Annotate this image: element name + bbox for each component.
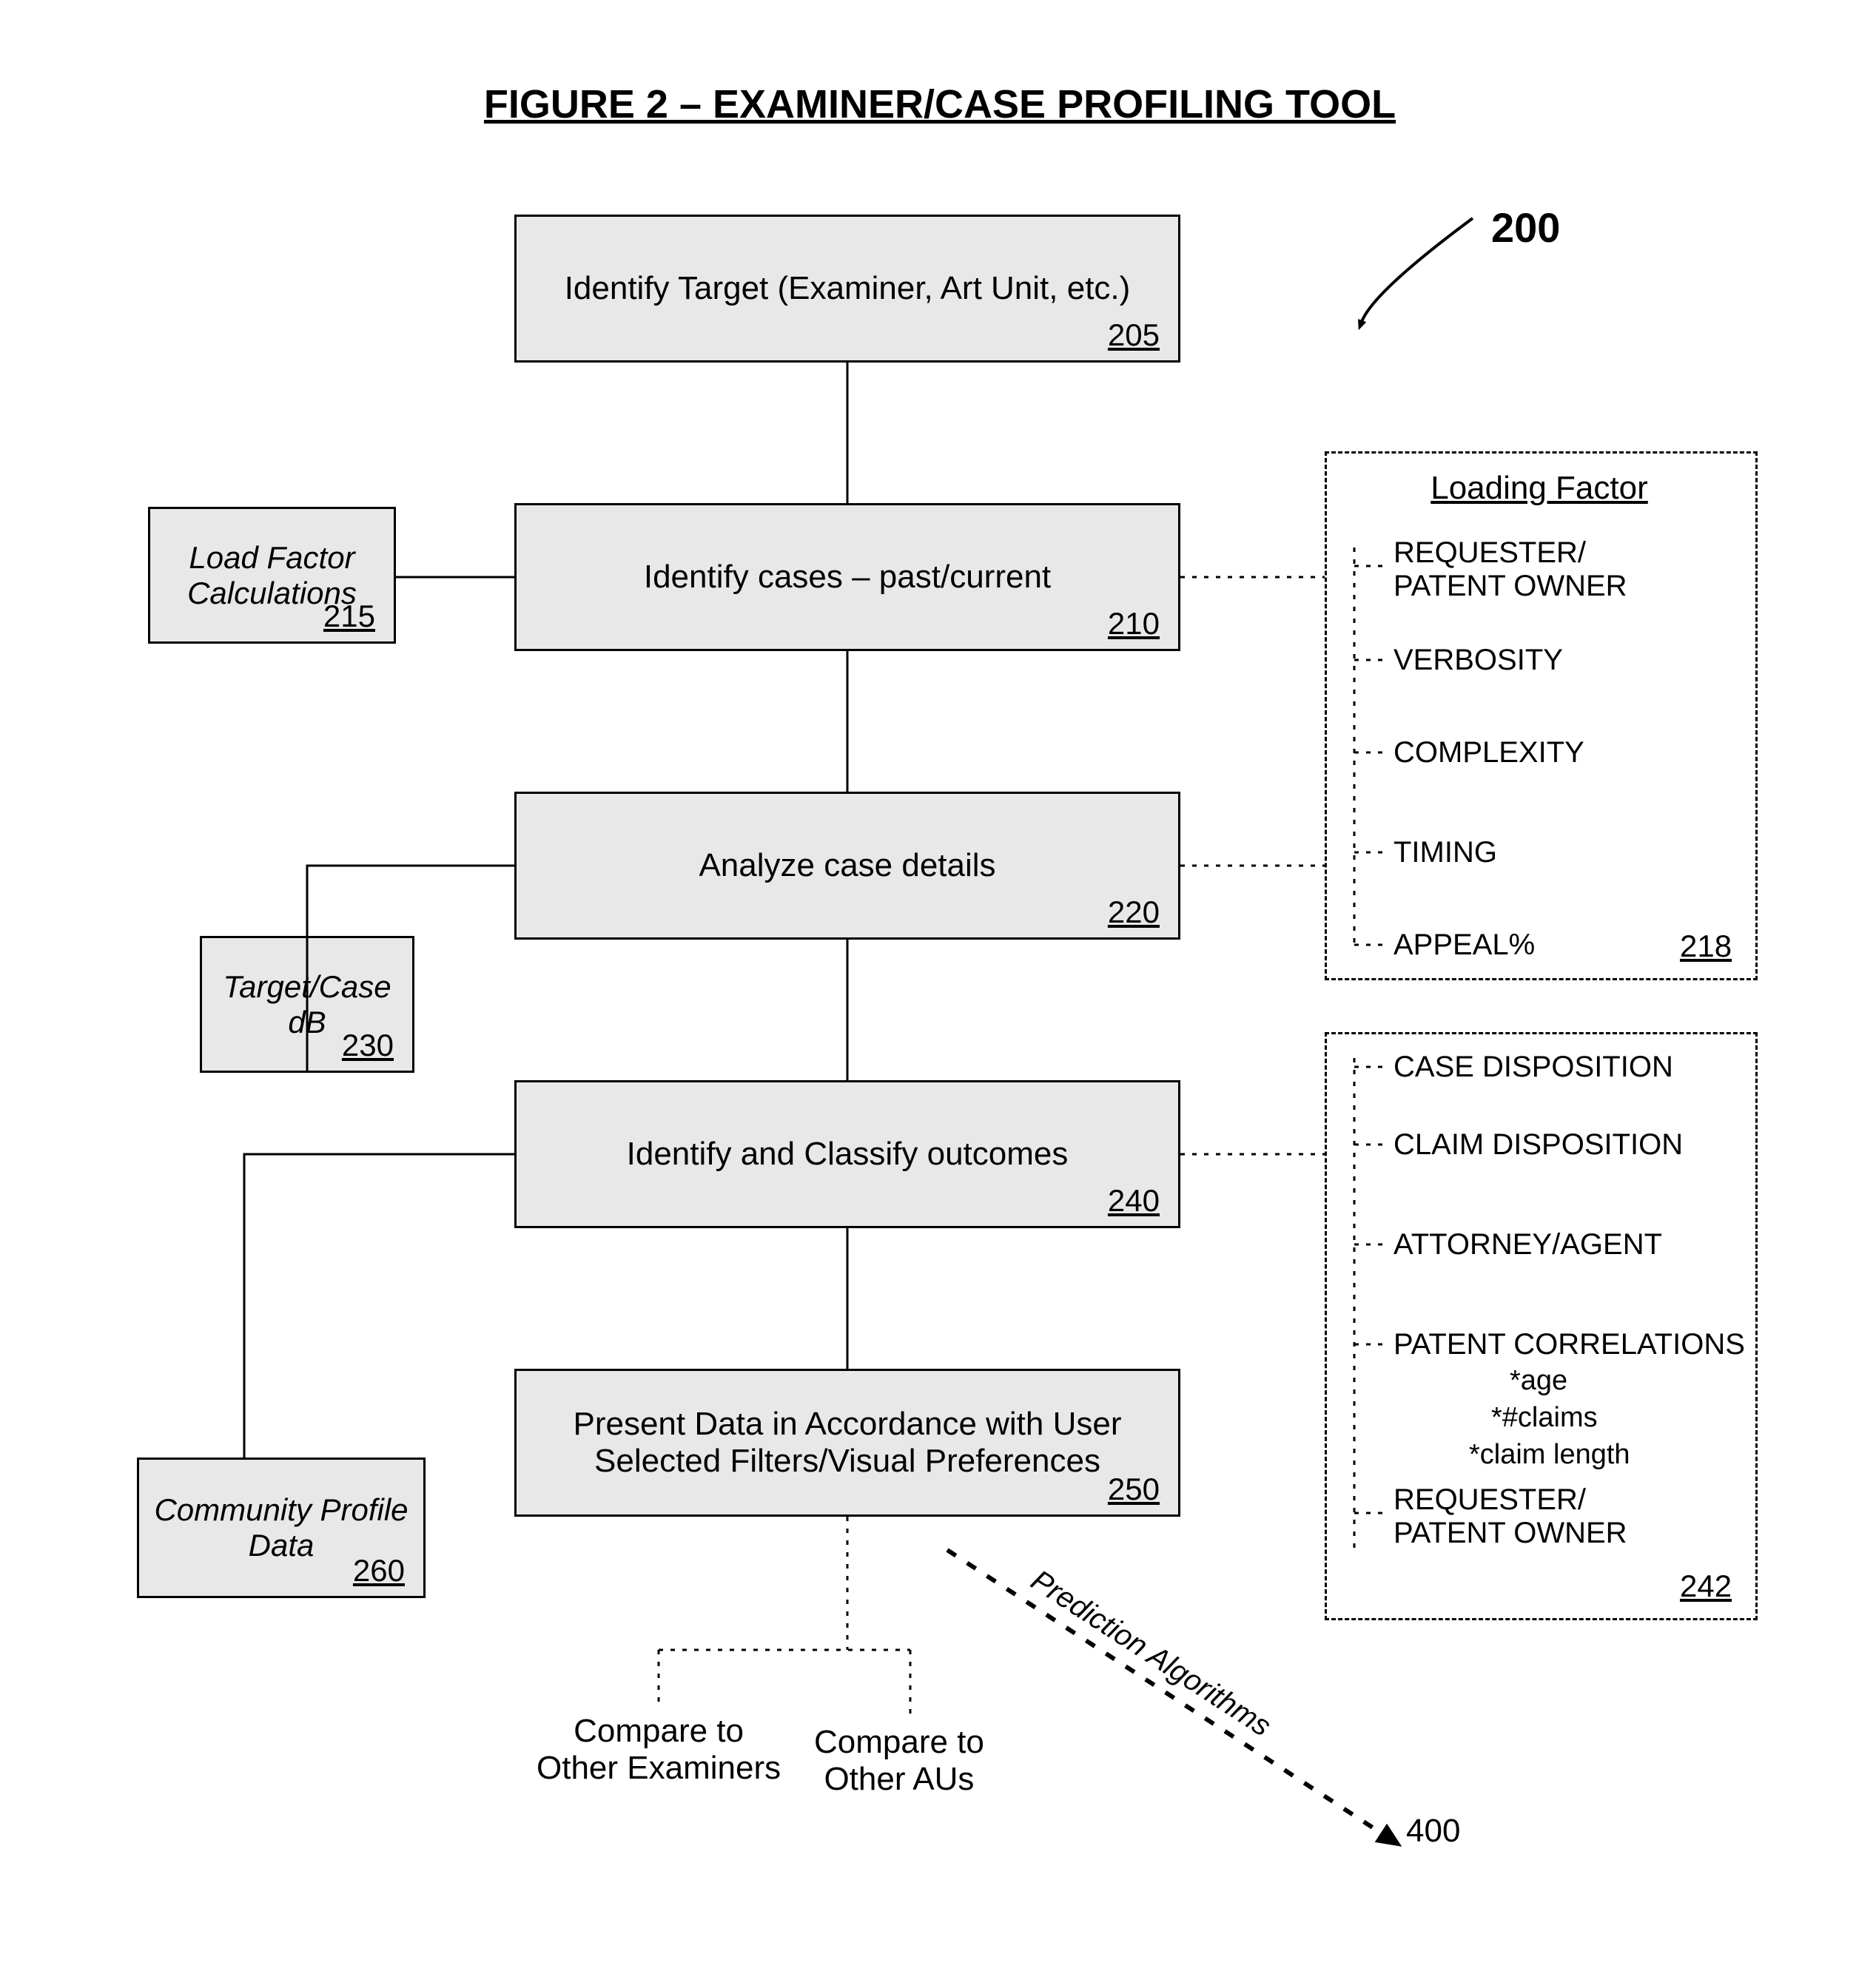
compare-label-1: Compare to Other AUs bbox=[814, 1724, 984, 1798]
prediction-algorithms-label: Prediction Algorithms bbox=[1025, 1564, 1277, 1744]
node-ref: 205 bbox=[1108, 317, 1160, 353]
figure-title: FIGURE 2 – EXAMINER/CASE PROFILING TOOL bbox=[377, 81, 1502, 127]
ref-400: 400 bbox=[1406, 1813, 1460, 1850]
panel-ref: 242 bbox=[1680, 1569, 1732, 1604]
panel-item: PATENT CORRELATIONS bbox=[1393, 1328, 1745, 1361]
panel-item: VERBOSITY bbox=[1393, 644, 1563, 677]
node-ref: 220 bbox=[1108, 894, 1160, 930]
panel-item: APPEAL% bbox=[1393, 929, 1535, 962]
panel-item: CLAIM DISPOSITION bbox=[1393, 1128, 1683, 1162]
node-ref: 260 bbox=[353, 1553, 405, 1588]
panel-subitem: *claim length bbox=[1469, 1439, 1630, 1471]
compare-label-0: Compare to Other Examiners bbox=[537, 1713, 781, 1787]
node-label: Identify cases – past/current bbox=[517, 559, 1178, 596]
flowchart-node-205: Identify Target (Examiner, Art Unit, etc… bbox=[514, 215, 1180, 363]
flowchart-node-230: Target/Case dB230 bbox=[200, 936, 414, 1073]
panel-subitem: *age bbox=[1510, 1365, 1567, 1397]
node-ref: 210 bbox=[1108, 606, 1160, 641]
flowchart-node-240: Identify and Classify outcomes 240 bbox=[514, 1080, 1180, 1228]
node-ref: 250 bbox=[1108, 1472, 1160, 1507]
panel-item: ATTORNEY/AGENT bbox=[1393, 1228, 1662, 1261]
node-label: Analyze case details bbox=[517, 847, 1178, 884]
figure-ref-200: 200 bbox=[1491, 203, 1560, 252]
node-ref: 215 bbox=[323, 599, 375, 634]
panel-title: Loading Factor bbox=[1391, 470, 1687, 507]
flowchart-node-215: Load Factor Calculations215 bbox=[148, 507, 396, 644]
flowchart-node-250: Present Data in Accordance with User Sel… bbox=[514, 1369, 1180, 1517]
panel-item: TIMING bbox=[1393, 836, 1497, 869]
flowchart-node-210: Identify cases – past/current 210 bbox=[514, 503, 1180, 651]
panel-item: REQUESTER/ PATENT OWNER bbox=[1393, 1483, 1627, 1550]
node-ref: 230 bbox=[342, 1028, 394, 1063]
panel-ref: 218 bbox=[1680, 929, 1732, 964]
panel-item: REQUESTER/ PATENT OWNER bbox=[1393, 536, 1627, 603]
node-label: Identify Target (Examiner, Art Unit, etc… bbox=[517, 270, 1178, 307]
panel-item: COMPLEXITY bbox=[1393, 736, 1584, 769]
dashed-panel-218 bbox=[1325, 451, 1758, 980]
node-ref: 240 bbox=[1108, 1183, 1160, 1219]
node-label: Identify and Classify outcomes bbox=[517, 1136, 1178, 1173]
flowchart-node-260: Community Profile Data260 bbox=[137, 1458, 426, 1598]
flowchart-node-220: Analyze case details 220 bbox=[514, 792, 1180, 940]
panel-item: CASE DISPOSITION bbox=[1393, 1051, 1673, 1084]
panel-subitem: *#claims bbox=[1491, 1402, 1598, 1434]
node-label: Present Data in Accordance with User Sel… bbox=[517, 1406, 1178, 1480]
